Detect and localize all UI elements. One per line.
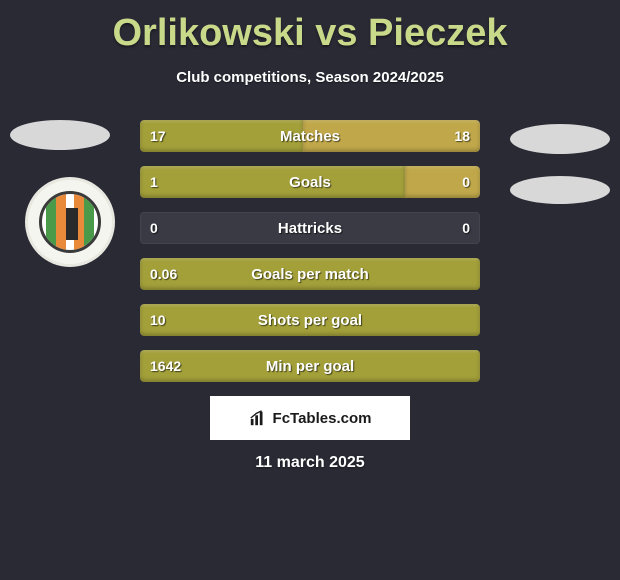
player-right-avatar: [510, 124, 610, 154]
stats-bars: 1718Matches 10Goals 00Hattricks 0.06Goals p…: [140, 120, 480, 396]
stat-bar-row: 00Hattricks: [140, 212, 480, 244]
bar-label: Goals per match: [140, 258, 480, 290]
stat-bar-row: 1718Matches: [140, 120, 480, 152]
club-badge: [28, 180, 112, 264]
stat-bar-row: 10Shots per goal: [140, 304, 480, 336]
date-text: 11 march 2025: [0, 454, 620, 472]
bar-label: Shots per goal: [140, 304, 480, 336]
player-right-avatar-2: [510, 176, 610, 204]
stat-bar-row: 1642Min per goal: [140, 350, 480, 382]
bar-label: Matches: [140, 120, 480, 152]
comparison-subtitle: Club competitions, Season 2024/2025: [0, 69, 620, 86]
club-badge-inner: [39, 191, 101, 253]
player-left-avatar: [10, 120, 110, 150]
stat-bar-row: 0.06Goals per match: [140, 258, 480, 290]
bar-label: Hattricks: [140, 212, 480, 244]
brand-box: FcTables.com: [210, 396, 410, 440]
brand-chart-icon: [249, 409, 267, 427]
bar-label: Goals: [140, 166, 480, 198]
comparison-title: Orlikowski vs Pieczek: [0, 0, 620, 55]
brand-text: FcTables.com: [273, 410, 372, 427]
stat-bar-row: 10Goals: [140, 166, 480, 198]
bar-label: Min per goal: [140, 350, 480, 382]
